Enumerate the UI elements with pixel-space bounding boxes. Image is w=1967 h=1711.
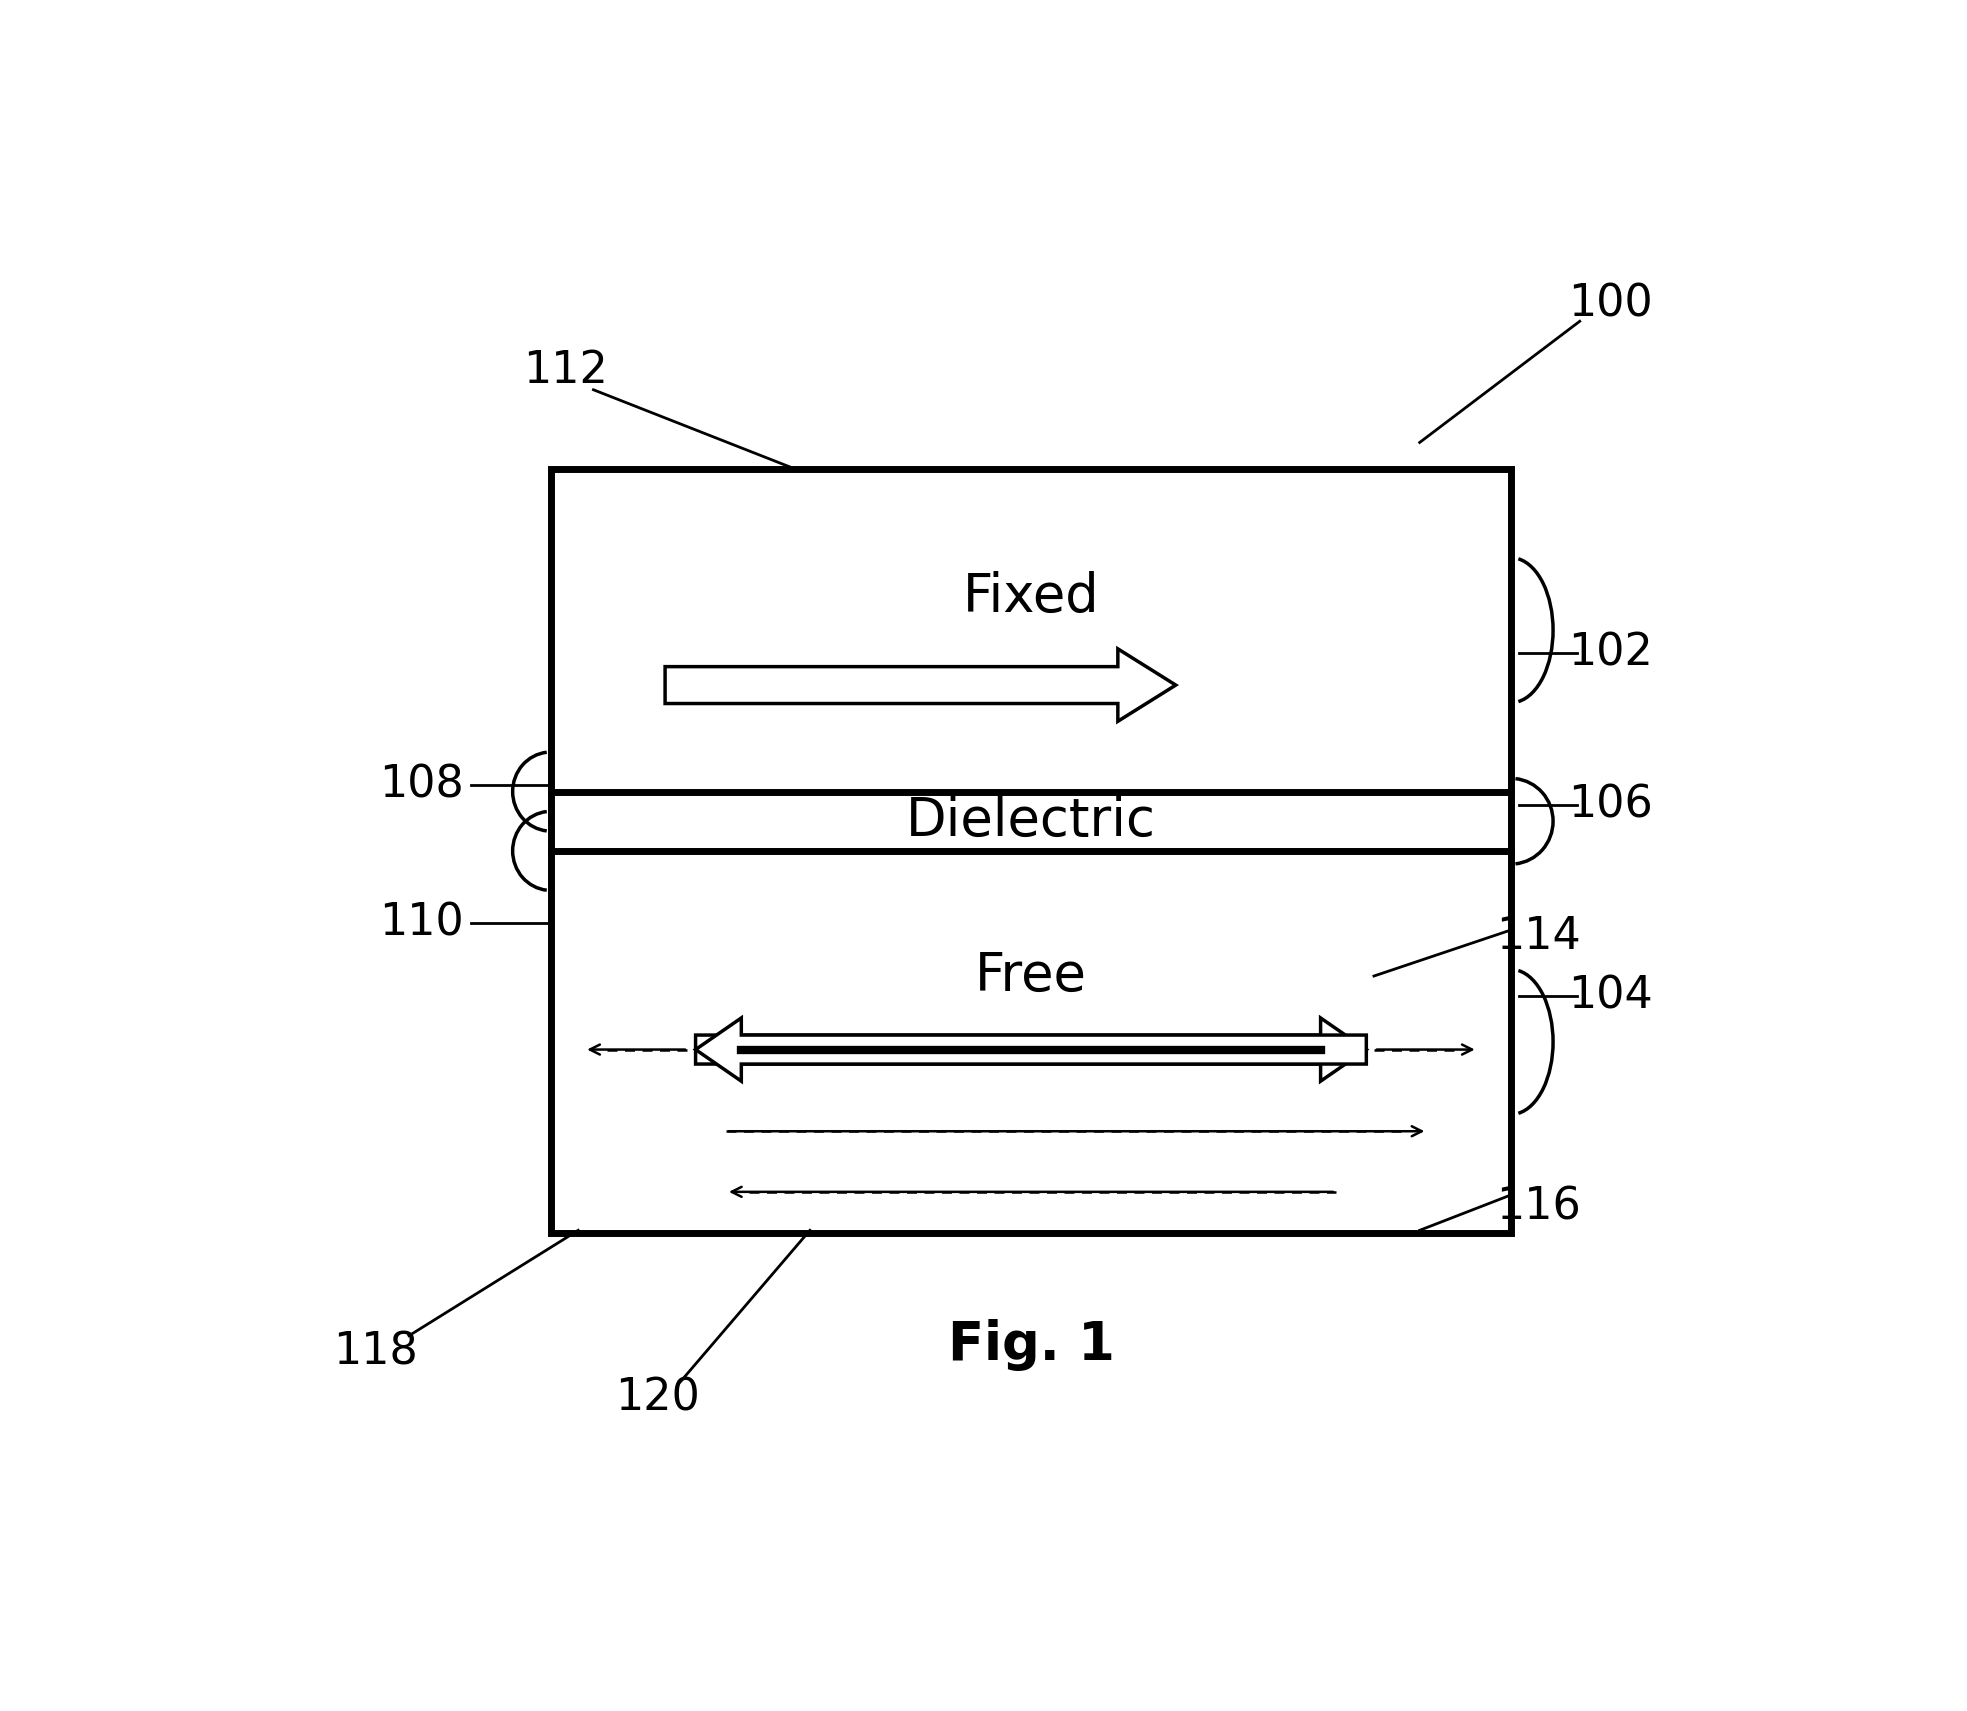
Text: 100: 100 <box>1568 282 1652 325</box>
Text: Dielectric: Dielectric <box>907 796 1157 847</box>
FancyArrow shape <box>696 1018 1367 1081</box>
Text: 114: 114 <box>1497 915 1581 958</box>
Text: Fixed: Fixed <box>962 571 1100 623</box>
Text: 108: 108 <box>380 763 464 806</box>
Text: Free: Free <box>976 950 1088 1003</box>
Text: 116: 116 <box>1497 1186 1581 1228</box>
FancyArrow shape <box>665 648 1176 722</box>
FancyArrow shape <box>696 1018 1367 1081</box>
Text: 110: 110 <box>380 902 464 944</box>
Text: Fig. 1: Fig. 1 <box>948 1319 1115 1371</box>
Text: 118: 118 <box>332 1329 417 1372</box>
Text: 112: 112 <box>523 349 608 392</box>
Text: 104: 104 <box>1568 974 1652 1018</box>
Text: 102: 102 <box>1568 631 1652 674</box>
Text: 120: 120 <box>616 1376 700 1418</box>
Bar <box>551 469 1511 1234</box>
Text: 106: 106 <box>1568 784 1652 826</box>
